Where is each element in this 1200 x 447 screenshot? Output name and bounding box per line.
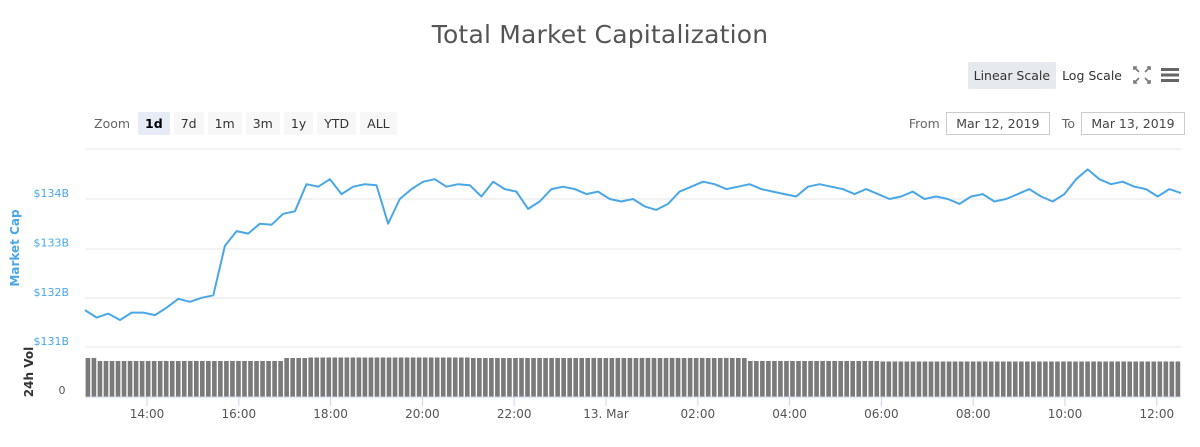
zoom-1y-button[interactable]: 1y — [283, 112, 314, 135]
from-date-input[interactable]: Mar 12, 2019 — [945, 112, 1050, 135]
zoom-all-button[interactable]: ALL — [360, 112, 397, 135]
y-axis-ticks: $131B $132B $133B $134B — [33, 187, 69, 348]
svg-text:08:00: 08:00 — [956, 407, 991, 421]
svg-text:18:00: 18:00 — [313, 407, 348, 421]
svg-text:20:00: 20:00 — [405, 407, 440, 421]
grid-lines — [85, 148, 1181, 348]
svg-text:$134B: $134B — [33, 187, 69, 200]
x-axis-ticks: 14:00 16:00 18:00 20:00 22:00 13. Mar 02:00 04:… — [130, 397, 1174, 421]
market-cap-line — [84, 168, 1182, 321]
zoom-1m-button[interactable]: 1m — [207, 112, 242, 135]
y-axis-title-market-cap: Market Cap — [8, 209, 22, 287]
svg-text:06:00: 06:00 — [864, 407, 899, 421]
chart-title: Total Market Capitalization — [431, 20, 769, 49]
svg-text:02:00: 02:00 — [681, 407, 716, 421]
svg-text:22:00: 22:00 — [497, 407, 532, 421]
from-label: From — [908, 116, 940, 131]
date-range-selector: From Mar 12, 2019 To Mar 13, 2019 — [909, 112, 1185, 135]
svg-text:13. Mar: 13. Mar — [583, 407, 629, 421]
y-axis-title-24h-vol: 24h Vol — [22, 347, 36, 397]
to-label: To — [1061, 116, 1075, 131]
svg-text:$132B: $132B — [33, 286, 69, 299]
zoom-1d-button[interactable]: 1d — [138, 112, 170, 135]
svg-text:12:00: 12:00 — [1140, 407, 1175, 421]
svg-text:16:00: 16:00 — [222, 407, 257, 421]
svg-text:10:00: 10:00 — [1048, 407, 1083, 421]
linear-scale-button[interactable]: Linear Scale — [967, 62, 1057, 89]
zoom-7d-button[interactable]: 7d — [173, 112, 204, 135]
hamburger-menu-icon[interactable] — [1159, 64, 1181, 86]
svg-text:04:00: 04:00 — [772, 407, 807, 421]
svg-text:$131B: $131B — [33, 335, 69, 348]
to-date-input[interactable]: Mar 13, 2019 — [1081, 112, 1185, 135]
vol-axis-zero: 0 — [59, 384, 66, 397]
svg-text:$133B: $133B — [33, 236, 69, 249]
zoom-selector: Zoom 1d 7d 1m 3m 1y YTD ALL — [94, 112, 397, 135]
volume-bars — [85, 357, 1181, 397]
zoom-label: Zoom — [94, 116, 131, 131]
svg-text:14:00: 14:00 — [130, 407, 165, 421]
zoom-3m-button[interactable]: 3m — [245, 112, 280, 135]
scale-toggle: Linear Scale Log Scale — [967, 62, 1128, 89]
fullscreen-icon[interactable] — [1131, 64, 1153, 86]
zoom-ytd-button[interactable]: YTD — [317, 112, 357, 135]
log-scale-button[interactable]: Log Scale — [1062, 68, 1122, 83]
